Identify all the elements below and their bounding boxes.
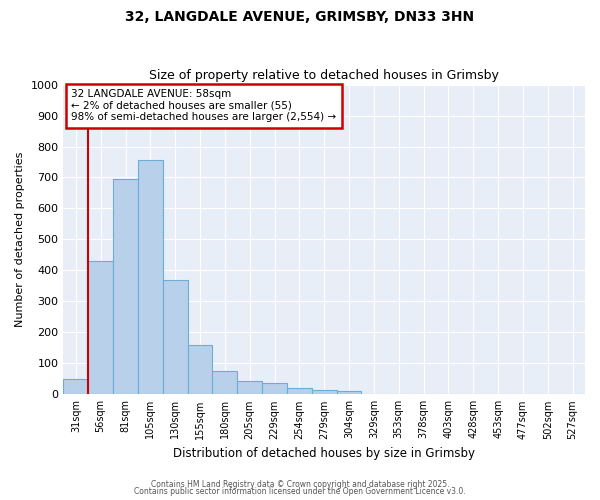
Text: 32 LANGDALE AVENUE: 58sqm
← 2% of detached houses are smaller (55)
98% of semi-d: 32 LANGDALE AVENUE: 58sqm ← 2% of detach… [71, 89, 337, 122]
Bar [88, 261, 113, 394]
Text: 32, LANGDALE AVENUE, GRIMSBY, DN33 3HN: 32, LANGDALE AVENUE, GRIMSBY, DN33 3HN [125, 10, 475, 24]
Text: Contains public sector information licensed under the Open Government Licence v3: Contains public sector information licen… [134, 487, 466, 496]
Bar [138, 160, 163, 394]
Bar [64, 379, 88, 394]
Title: Size of property relative to detached houses in Grimsby: Size of property relative to detached ho… [149, 69, 499, 82]
Bar [237, 382, 262, 394]
Bar [262, 384, 287, 394]
Text: Contains HM Land Registry data © Crown copyright and database right 2025.: Contains HM Land Registry data © Crown c… [151, 480, 449, 489]
Bar [337, 390, 361, 394]
Bar [287, 388, 312, 394]
Bar [212, 371, 237, 394]
Bar [188, 344, 212, 395]
Bar [113, 179, 138, 394]
Y-axis label: Number of detached properties: Number of detached properties [15, 152, 25, 327]
Bar [163, 280, 188, 394]
X-axis label: Distribution of detached houses by size in Grimsby: Distribution of detached houses by size … [173, 447, 475, 460]
Bar [312, 390, 337, 394]
